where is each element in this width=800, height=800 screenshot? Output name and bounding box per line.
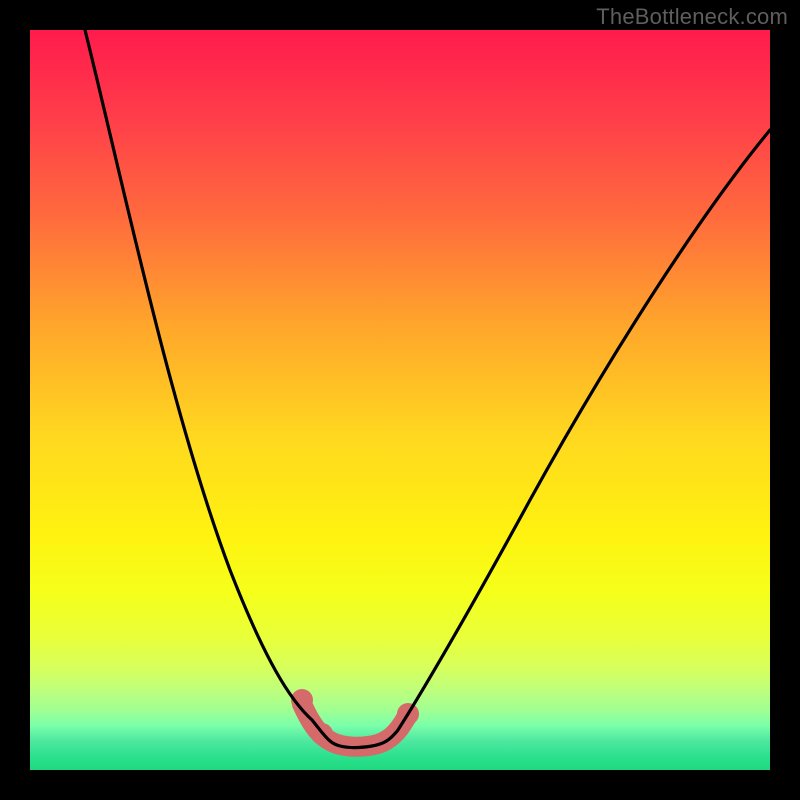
chart-frame: TheBottleneck.com [0,0,800,800]
bottleneck-curve [85,30,770,748]
watermark-text: TheBottleneck.com [596,4,788,30]
curve-layer [30,30,770,770]
plot-area [30,30,770,770]
